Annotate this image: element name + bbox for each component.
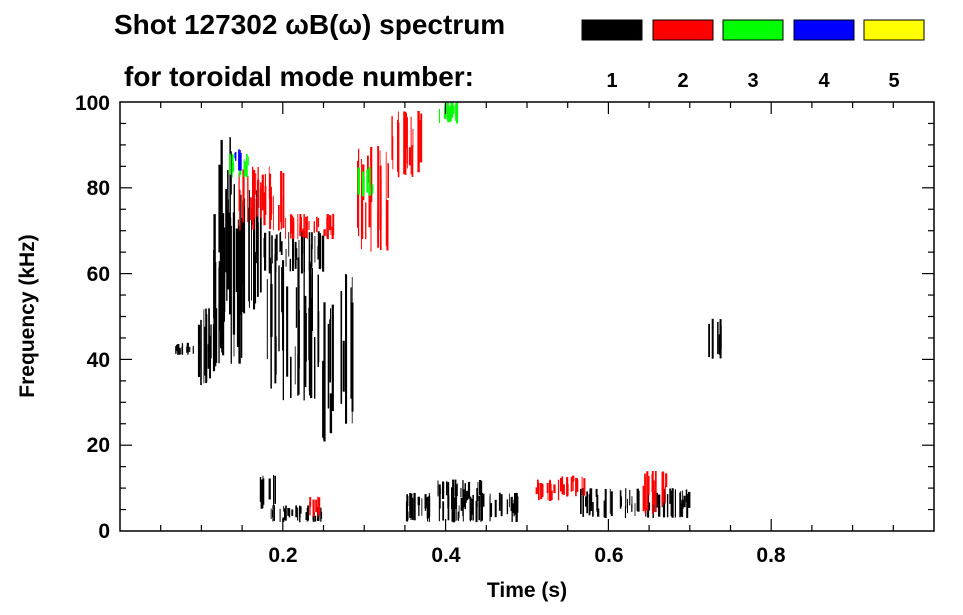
legend-label-1: 1 — [606, 70, 617, 92]
x-tick-labels: 0.2 0.4 0.6 0.8 — [268, 544, 786, 567]
mode-3-region — [357, 166, 374, 197]
x-tick-label: 0.8 — [756, 544, 786, 567]
mode-1-region — [175, 342, 194, 355]
mode-1-region — [708, 318, 722, 359]
x-axis-label: Time (s) — [487, 579, 567, 602]
legend-swatch-5 — [863, 19, 925, 41]
spectrum-regions — [175, 102, 722, 523]
legend: 1 2 3 4 5 — [581, 19, 925, 92]
x-tick-label: 0.4 — [431, 544, 461, 567]
mode-1-region — [580, 488, 691, 519]
mode-2-region — [560, 475, 586, 497]
legend-label-2: 2 — [677, 70, 688, 92]
mode-2-region — [391, 110, 423, 178]
mode-2-region — [238, 166, 285, 231]
x-tick-label: 0.6 — [594, 544, 623, 567]
axis-ticks — [120, 102, 934, 531]
y-tick-label: 40 — [87, 349, 110, 372]
legend-swatch-3 — [722, 19, 784, 41]
mode-1-region — [259, 474, 276, 509]
legend-label-4: 4 — [818, 70, 830, 92]
mode-1-region — [340, 273, 354, 424]
y-axis-label: Frequency (kHz) — [16, 234, 39, 397]
mode-2-region — [309, 496, 321, 518]
legend-label-5: 5 — [888, 70, 899, 92]
chart-title-line2: for toroidal mode number: — [124, 61, 474, 92]
mode-1-region — [322, 302, 334, 442]
mode-1-region — [405, 492, 519, 523]
y-tick-label: 0 — [98, 520, 110, 543]
mode-2-region — [357, 146, 389, 252]
legend-swatch-2 — [652, 19, 714, 41]
mode-1-region — [266, 254, 320, 401]
y-tick-label: 80 — [87, 177, 110, 200]
y-tick-label: 100 — [75, 92, 110, 115]
y-tick-label: 20 — [87, 434, 110, 457]
mode-1-region — [235, 188, 262, 315]
legend-swatch-4 — [793, 19, 855, 41]
mode-2-region — [535, 479, 560, 501]
mode-2-region — [285, 213, 335, 240]
mode-2-region — [642, 471, 668, 514]
y-tick-label: 60 — [87, 263, 110, 286]
legend-swatch-1 — [581, 19, 643, 41]
legend-label-3: 3 — [747, 70, 758, 92]
mode-1-region — [437, 479, 483, 510]
mode-3-region — [438, 102, 459, 124]
chart-title-line1: Shot 127302 ωB(ω) spectrum — [114, 9, 505, 40]
x-tick-label: 0.2 — [268, 544, 297, 567]
mode-4-region — [234, 149, 242, 171]
y-tick-labels: 0 20 40 60 80 100 — [75, 92, 110, 543]
